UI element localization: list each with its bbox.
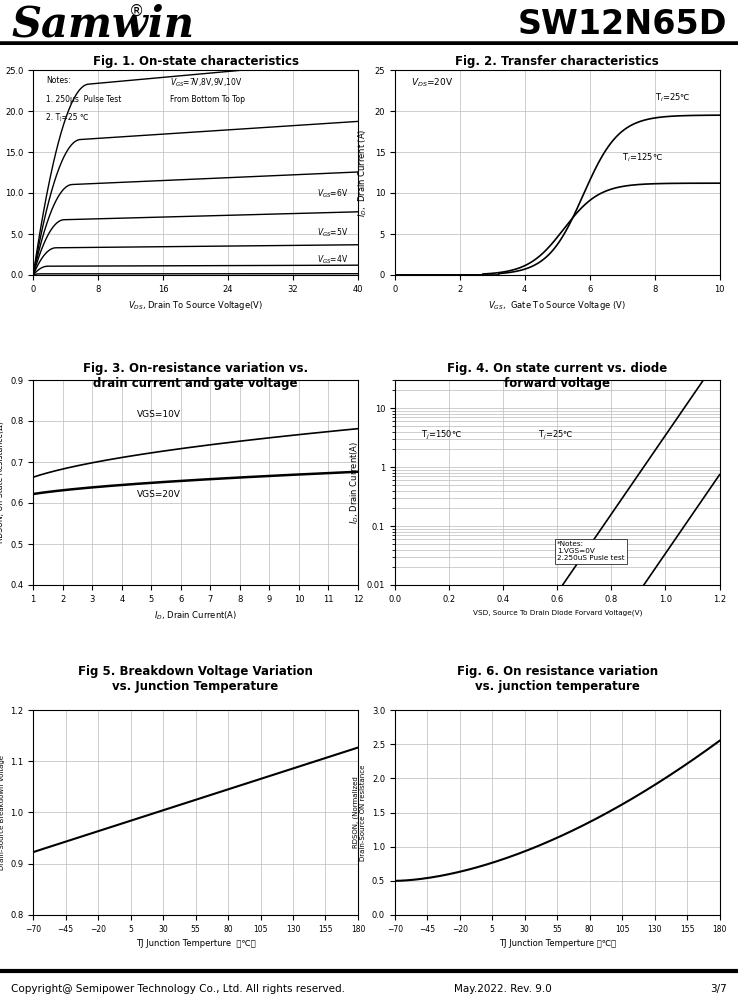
X-axis label: TJ Junction Temperture  （℃）: TJ Junction Temperture （℃）: [136, 939, 255, 948]
Text: VGS=10V: VGS=10V: [137, 410, 181, 419]
Text: *Notes:
1.VGS=0V
2.250uS Pusle test: *Notes: 1.VGS=0V 2.250uS Pusle test: [557, 541, 625, 561]
Text: T$_i$=125℃: T$_i$=125℃: [622, 151, 663, 164]
Text: Fig. 2. Transfer characteristics: Fig. 2. Transfer characteristics: [455, 55, 659, 68]
Text: ®: ®: [129, 4, 145, 19]
Text: 3/7: 3/7: [710, 984, 727, 994]
Text: T$_j$=25℃: T$_j$=25℃: [538, 429, 573, 442]
Text: $V_{DS}$=20V: $V_{DS}$=20V: [411, 76, 453, 89]
X-axis label: VSD, Source To Drain Diode Forvard Voltage(V): VSD, Source To Drain Diode Forvard Volta…: [472, 609, 642, 616]
Text: T$_j$=150℃: T$_j$=150℃: [421, 429, 462, 442]
Text: Fig. 4. On state current vs. diode
forward voltage: Fig. 4. On state current vs. diode forwa…: [447, 362, 667, 390]
Text: Fig. 1. On-state characteristics: Fig. 1. On-state characteristics: [92, 55, 299, 68]
Text: 1. 250μs  Pulse Test: 1. 250μs Pulse Test: [46, 95, 122, 104]
Text: $V_{GS}$=5V: $V_{GS}$=5V: [317, 227, 348, 239]
Text: SW12N65D: SW12N65D: [517, 8, 727, 41]
Text: 2. Tⱼ=25 ℃: 2. Tⱼ=25 ℃: [46, 113, 89, 122]
Text: Fig 5. Breakdown Voltage Variation
vs. Junction Temperature: Fig 5. Breakdown Voltage Variation vs. J…: [78, 665, 313, 693]
X-axis label: TJ Junction Temperture （℃）: TJ Junction Temperture （℃）: [499, 939, 615, 948]
Text: $V_{GS}$=7V,8V,9V,10V: $V_{GS}$=7V,8V,9V,10V: [170, 76, 242, 89]
Y-axis label: BVDSS, (Normalized
Drain-Source Breakdown Voltage: BVDSS, (Normalized Drain-Source Breakdow…: [0, 755, 4, 870]
Text: Samwin: Samwin: [11, 4, 194, 46]
Text: Notes:: Notes:: [46, 76, 71, 85]
X-axis label: $V_{GS}$,  Gate To Source Voltage (V): $V_{GS}$, Gate To Source Voltage (V): [489, 299, 626, 312]
Y-axis label: RDSON, On-State Resistance(Ω): RDSON, On-State Resistance(Ω): [0, 422, 4, 543]
Text: T$_i$=25℃: T$_i$=25℃: [655, 92, 690, 104]
X-axis label: $I_D$, Drain Current(A): $I_D$, Drain Current(A): [154, 609, 237, 622]
Text: May.2022. Rev. 9.0: May.2022. Rev. 9.0: [454, 984, 551, 994]
Text: $V_{GS}$=4V: $V_{GS}$=4V: [317, 253, 348, 266]
Text: From Bottom To Top: From Bottom To Top: [170, 95, 244, 104]
Text: VGS=20V: VGS=20V: [137, 490, 181, 499]
Text: $V_{GS}$=6V: $V_{GS}$=6V: [317, 188, 348, 200]
X-axis label: $V_{DS}$, Drain To Source Voltage(V): $V_{DS}$, Drain To Source Voltage(V): [128, 299, 263, 312]
Y-axis label: $I_D$,  Drain Current (A): $I_D$, Drain Current (A): [356, 128, 369, 217]
Text: Fig. 3. On-resistance variation vs.
drain current and gate voltage: Fig. 3. On-resistance variation vs. drai…: [83, 362, 308, 390]
Text: Fig. 6. On resistance variation
vs. junction temperature: Fig. 6. On resistance variation vs. junc…: [457, 665, 658, 693]
Text: Copyright@ Semipower Technology Co., Ltd. All rights reserved.: Copyright@ Semipower Technology Co., Ltd…: [11, 984, 345, 994]
Y-axis label: RDSON, (Normalized
Drain-Source ON resistance: RDSON, (Normalized Drain-Source ON resis…: [353, 764, 366, 861]
Y-axis label: $I_D$, Drain Current(A): $I_D$, Drain Current(A): [348, 441, 361, 524]
